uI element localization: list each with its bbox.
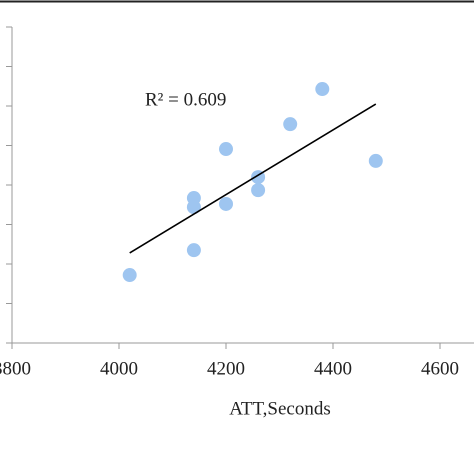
point (186, 191, 201, 206)
point (219, 142, 233, 157)
trendline (129, 103, 377, 254)
x-tick-label: 3800 (0, 358, 31, 379)
point (251, 183, 266, 198)
x-tick-label: 4600 (421, 358, 459, 379)
point (315, 82, 330, 97)
point (368, 153, 383, 168)
annotation: R² = 0.609 (145, 89, 226, 110)
x-tick-label: 4000 (100, 358, 138, 379)
point (186, 243, 201, 258)
point (219, 196, 233, 211)
point (122, 268, 137, 283)
x-axis-title: ATT,Seconds (229, 398, 331, 419)
x-tick-label: 4400 (314, 358, 352, 379)
point (283, 117, 298, 132)
x-tick-label: 4200 (207, 358, 245, 379)
